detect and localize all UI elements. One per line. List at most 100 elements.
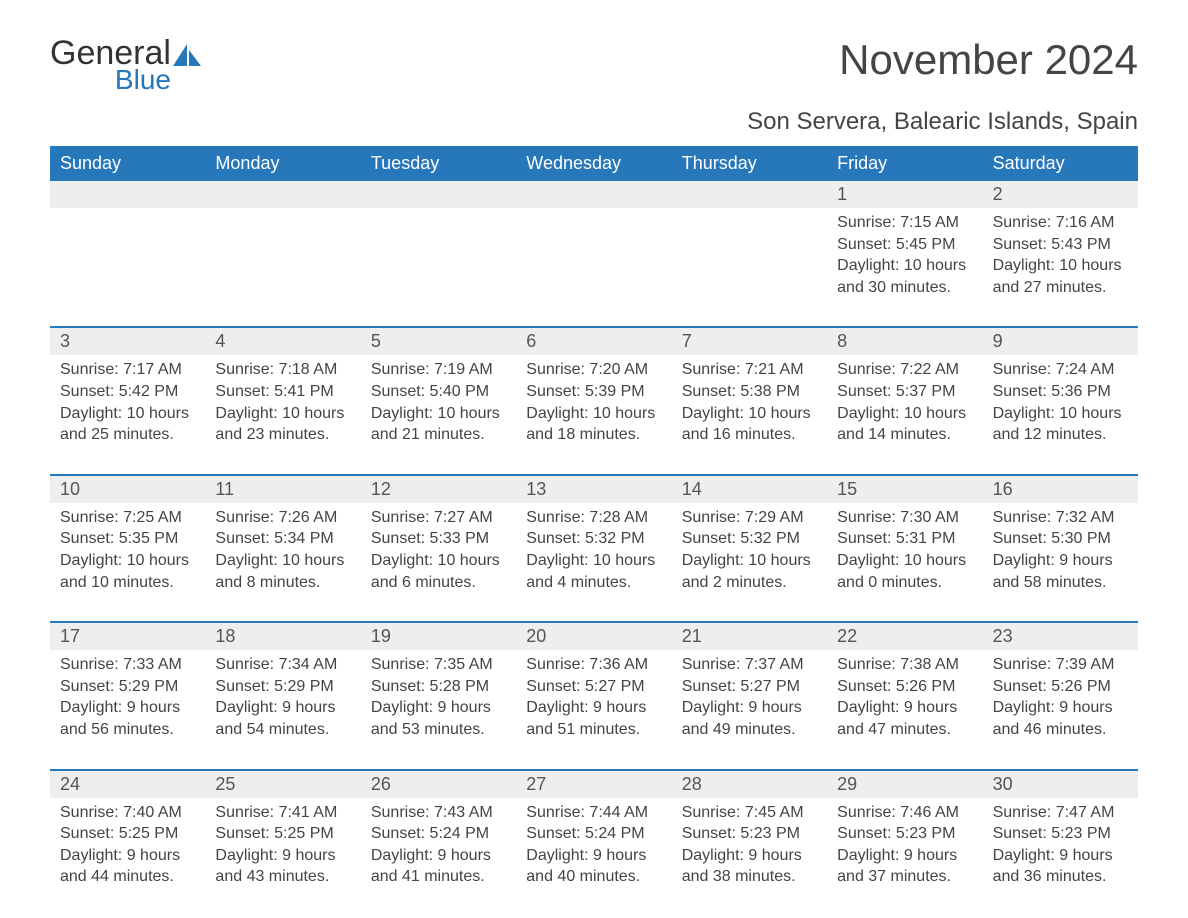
daylight-text: Daylight: 10 hours and 27 minutes. [993,255,1128,298]
calendar-day [516,181,671,312]
day-number: 7 [672,328,827,355]
calendar-day: 13Sunrise: 7:28 AMSunset: 5:32 PMDayligh… [516,476,671,607]
daylight-text: Daylight: 9 hours and 47 minutes. [837,697,972,740]
sunset-text: Sunset: 5:28 PM [371,676,506,698]
calendar-day [50,181,205,312]
sunset-text: Sunset: 5:35 PM [60,528,195,550]
sunrise-text: Sunrise: 7:47 AM [993,802,1128,824]
sunset-text: Sunset: 5:40 PM [371,381,506,403]
calendar-day: 5Sunrise: 7:19 AMSunset: 5:40 PMDaylight… [361,328,516,459]
calendar-week: 24Sunrise: 7:40 AMSunset: 5:25 PMDayligh… [50,769,1138,902]
daylight-text: Daylight: 10 hours and 10 minutes. [60,550,195,593]
sunrise-text: Sunrise: 7:35 AM [371,654,506,676]
calendar-day: 3Sunrise: 7:17 AMSunset: 5:42 PMDaylight… [50,328,205,459]
daylight-text: Daylight: 10 hours and 4 minutes. [526,550,661,593]
day-number: 1 [827,181,982,208]
day-number: 12 [361,476,516,503]
day-number: 3 [50,328,205,355]
calendar-day: 15Sunrise: 7:30 AMSunset: 5:31 PMDayligh… [827,476,982,607]
sunrise-text: Sunrise: 7:33 AM [60,654,195,676]
day-number: 27 [516,771,671,798]
daylight-text: Daylight: 10 hours and 23 minutes. [215,403,350,446]
daylight-text: Daylight: 10 hours and 6 minutes. [371,550,506,593]
sunset-text: Sunset: 5:29 PM [60,676,195,698]
sunset-text: Sunset: 5:37 PM [837,381,972,403]
sunset-text: Sunset: 5:25 PM [60,823,195,845]
day-number: 5 [361,328,516,355]
daylight-text: Daylight: 9 hours and 44 minutes. [60,845,195,888]
day-number [672,181,827,208]
sunrise-text: Sunrise: 7:28 AM [526,507,661,529]
calendar-day: 14Sunrise: 7:29 AMSunset: 5:32 PMDayligh… [672,476,827,607]
calendar-day: 17 Sunrise: 7:33 AMSunset: 5:29 PMDayligh… [50,623,205,754]
col-saturday: Saturday [983,146,1138,181]
daylight-text: Daylight: 9 hours and 43 minutes. [215,845,350,888]
calendar-day: 6Sunrise: 7:20 AMSunset: 5:39 PMDaylight… [516,328,671,459]
calendar: Sunday Monday Tuesday Wednesday Thursday… [50,146,1138,902]
col-sunday: Sunday [50,146,205,181]
calendar-week: 1Sunrise: 7:15 AMSunset: 5:45 PMDaylight… [50,181,1138,312]
calendar-day: 20Sunrise: 7:36 AMSunset: 5:27 PMDayligh… [516,623,671,754]
sunrise-text: Sunrise: 7:21 AM [682,359,817,381]
day-number: 28 [672,771,827,798]
day-number: 6 [516,328,671,355]
calendar-week: 17Sunrise: 7:33 AMSunset: 5:29 PMDayligh… [50,621,1138,754]
sunset-text: Sunset: 5:23 PM [837,823,972,845]
day-number: 30 [983,771,1138,798]
calendar-day: 24Sunrise: 7:40 AMSunset: 5:25 PMDayligh… [50,771,205,902]
calendar-day: 18Sunrise: 7:34 AMSunset: 5:29 PMDayligh… [205,623,360,754]
sunset-text: Sunset: 5:29 PM [215,676,350,698]
sunrise-text: Sunrise: 7:38 AM [837,654,972,676]
day-number: 17 [50,623,205,650]
day-number: 2 [983,181,1138,208]
day-number: 25 [205,771,360,798]
daylight-text: Daylight: 9 hours and 49 minutes. [682,697,817,740]
calendar-day: 29Sunrise: 7:46 AMSunset: 5:23 PMDayligh… [827,771,982,902]
day-number: 21 [672,623,827,650]
sunrise-text: Sunrise: 7:27 AM [371,507,506,529]
day-number: 11 [205,476,360,503]
sunrise-text: Sunrise: 7:25 AM [60,507,195,529]
sunset-text: Sunset: 5:43 PM [993,234,1128,256]
sunrise-text: Sunrise: 7:19 AM [371,359,506,381]
sunset-text: Sunset: 5:38 PM [682,381,817,403]
calendar-day: 9Sunrise: 7:24 AMSunset: 5:36 PMDaylight… [983,328,1138,459]
calendar-day: 4Sunrise: 7:18 AMSunset: 5:41 PMDaylight… [205,328,360,459]
daylight-text: Daylight: 9 hours and 58 minutes. [993,550,1128,593]
daylight-text: Daylight: 9 hours and 37 minutes. [837,845,972,888]
col-thursday: Thursday [672,146,827,181]
sunrise-text: Sunrise: 7:17 AM [60,359,195,381]
sunset-text: Sunset: 5:33 PM [371,528,506,550]
calendar-day: 22Sunrise: 7:38 AMSunset: 5:26 PMDayligh… [827,623,982,754]
day-number: 26 [361,771,516,798]
day-number: 4 [205,328,360,355]
sunrise-text: Sunrise: 7:41 AM [215,802,350,824]
day-number: 10 [50,476,205,503]
col-tuesday: Tuesday [361,146,516,181]
sunrise-text: Sunrise: 7:40 AM [60,802,195,824]
day-number: 20 [516,623,671,650]
day-number: 16 [983,476,1138,503]
daylight-text: Daylight: 9 hours and 56 minutes. [60,697,195,740]
sunrise-text: Sunrise: 7:18 AM [215,359,350,381]
calendar-day: 26Sunrise: 7:43 AMSunset: 5:24 PMDayligh… [361,771,516,902]
header: General Blue November 2024 [50,36,1138,94]
calendar-day: 16Sunrise: 7:32 AMSunset: 5:30 PMDayligh… [983,476,1138,607]
sunset-text: Sunset: 5:34 PM [215,528,350,550]
location-label: Son Servera, Balearic Islands, Spain [50,108,1138,136]
calendar-day [672,181,827,312]
sunset-text: Sunset: 5:24 PM [526,823,661,845]
brand-logo: General Blue [50,36,203,94]
calendar-day: 12 Sunrise: 7:27 AMSunset: 5:33 PMDayligh… [361,476,516,607]
day-number: 29 [827,771,982,798]
sunrise-text: Sunrise: 7:32 AM [993,507,1128,529]
sail-icon [173,44,203,70]
daylight-text: Daylight: 10 hours and 18 minutes. [526,403,661,446]
day-number: 19 [361,623,516,650]
daylight-text: Daylight: 9 hours and 53 minutes. [371,697,506,740]
calendar-day: 8Sunrise: 7:22 AMSunset: 5:37 PMDaylight… [827,328,982,459]
sunrise-text: Sunrise: 7:22 AM [837,359,972,381]
calendar-day: 1Sunrise: 7:15 AMSunset: 5:45 PMDaylight… [827,181,982,312]
sunset-text: Sunset: 5:26 PM [837,676,972,698]
calendar-week: 3Sunrise: 7:17 AMSunset: 5:42 PMDaylight… [50,326,1138,459]
